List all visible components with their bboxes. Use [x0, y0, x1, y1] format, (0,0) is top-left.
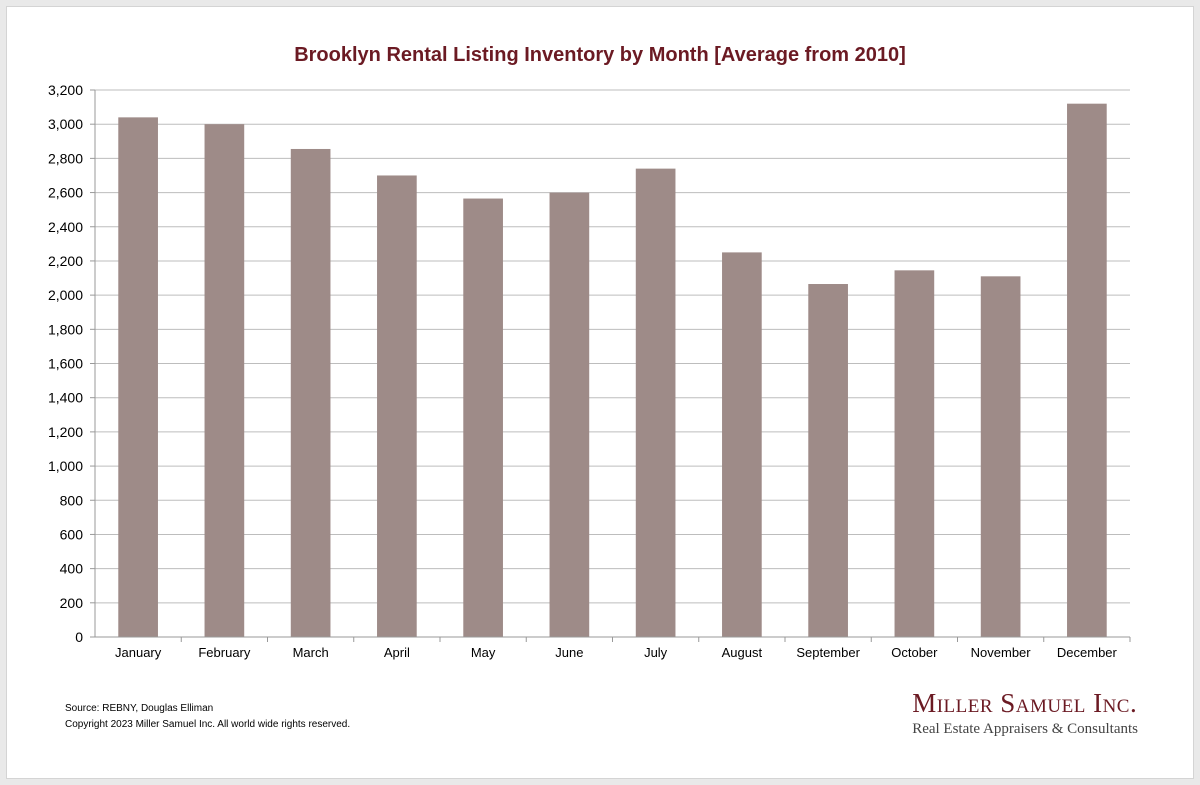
bar-january: [118, 117, 158, 638]
x-tick-label: March: [293, 645, 329, 660]
y-tick-label: 3,000: [48, 116, 83, 132]
bar-august: [722, 252, 762, 637]
x-tick-label: November: [971, 645, 1032, 660]
bar-december: [1067, 103, 1107, 638]
bar-may: [463, 198, 503, 637]
y-tick-label: 2,000: [48, 287, 83, 303]
y-tick-label: 400: [60, 561, 84, 577]
chart-title: Brooklyn Rental Listing Inventory by Mon…: [294, 44, 906, 66]
y-tick-label: 600: [60, 526, 84, 542]
y-tick-label: 2,200: [48, 253, 83, 269]
y-tick-label: 1,200: [48, 424, 83, 440]
x-tick-label: February: [198, 645, 251, 660]
y-tick-label: 2,400: [48, 219, 83, 235]
bar-november: [980, 276, 1021, 637]
y-tick-label: 1,600: [48, 356, 83, 372]
miller-samuel-logo: Miller Samuel Inc. Real Estate Appraiser…: [912, 688, 1138, 738]
x-tick-label: December: [1057, 645, 1118, 660]
y-tick-labels: 0 200 400 600 800 1,000 1,200 1,400 1,600 1,800 2,…: [48, 82, 83, 645]
x-tick-label: April: [384, 645, 410, 660]
logo-tagline: Real Estate Appraisers & Consultants: [912, 721, 1138, 737]
y-tick-label: 1,400: [48, 390, 83, 406]
x-tick-label: September: [796, 645, 860, 660]
bar-march: [290, 148, 331, 637]
x-tick-label: August: [722, 645, 763, 660]
logo-name: Miller Samuel Inc.: [912, 688, 1138, 718]
x-tick-label: January: [115, 645, 162, 660]
y-tick-label: 0: [75, 629, 83, 645]
y-tick-label: 1,000: [48, 458, 83, 474]
axes: [94, 90, 1130, 638]
y-tick-label: 2,800: [48, 150, 83, 166]
y-tick-label: 800: [60, 492, 84, 508]
x-tick-label: October: [891, 645, 938, 660]
bar-september: [808, 284, 848, 637]
copyright-note: Copyright 2023 Miller Samuel Inc. All wo…: [65, 719, 351, 730]
y-tick-label: 3,200: [48, 82, 83, 98]
y-tick-label: 2,600: [48, 185, 83, 201]
x-tick-label: June: [555, 645, 583, 660]
bar-june: [549, 192, 590, 637]
source-note: Source: REBNY, Douglas Elliman: [65, 703, 214, 714]
x-tick-label: July: [644, 645, 668, 660]
bar-october: [894, 270, 935, 637]
x-tick-label: May: [471, 645, 496, 660]
gridlines: [90, 89, 1131, 642]
y-tick-label: 200: [60, 595, 84, 611]
bar-february: [204, 124, 245, 637]
bar-april: [377, 175, 417, 637]
y-tick-label: 1,800: [48, 321, 83, 337]
bars: [118, 103, 1107, 638]
bar-july: [635, 168, 676, 637]
x-tick-labels: January February March April May June July Augu…: [115, 645, 1118, 660]
